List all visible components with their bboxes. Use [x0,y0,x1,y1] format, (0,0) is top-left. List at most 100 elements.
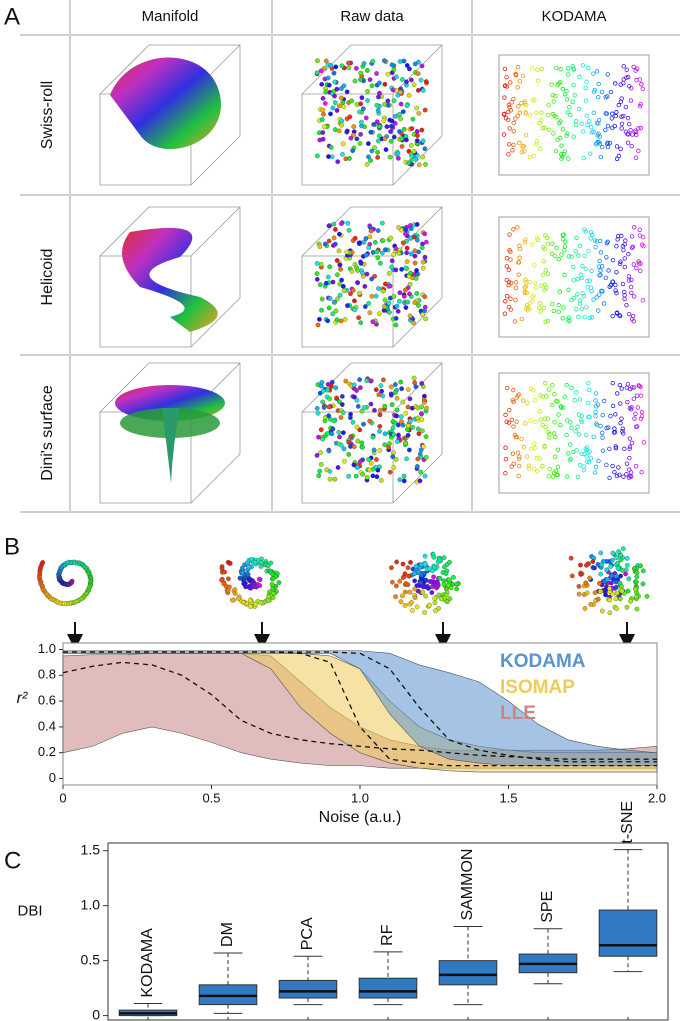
raw-point [376,392,382,397]
raw-point [391,432,396,437]
raw-point [339,122,344,128]
spiral-point [226,576,231,582]
spiral-point [438,596,444,602]
raw-point [401,58,407,64]
embedding-point [604,462,609,468]
embedding-point [590,232,595,237]
embedding-point [624,472,629,477]
raw-point [314,70,320,76]
spiral-point [634,594,639,600]
raw-point [332,79,338,85]
raw-point [320,399,325,405]
spiral-point [413,564,419,569]
raw-point [388,129,393,134]
spiral-point [40,560,46,565]
embedding-point [639,409,645,415]
raw-point [338,318,344,324]
embedding-point [549,251,555,256]
raw-point [414,138,420,144]
raw-point [359,119,364,125]
embedding-point [521,143,526,149]
embedding-point [634,265,639,271]
spiral-point [431,554,437,560]
raw-point [417,478,423,484]
spiral-point [394,583,399,589]
raw-point [360,444,365,450]
column-header: KODAMA [541,8,606,25]
raw-point [400,422,406,428]
embedding-point [574,448,579,453]
spiral-point [592,590,598,596]
embedding-point [577,462,583,468]
x-tick-label: 0 [59,790,66,805]
embedding-point [577,397,583,402]
raw-point [344,128,350,134]
y-tick-label: 0.8 [38,667,56,682]
raw-point [408,251,414,257]
x-tick-label: 1.0 [351,790,369,805]
spiral-point [614,590,620,596]
embedding-point [508,257,513,262]
raw-point [360,273,366,279]
spiral-point [608,564,613,569]
embedding-point [627,473,633,479]
raw-point [326,413,332,419]
raw-point [408,270,413,276]
embedding-point [517,140,522,146]
raw-point [397,129,402,134]
raw-point [314,261,320,266]
raw-point [314,153,320,159]
raw-point [326,305,332,311]
raw-point [421,444,426,449]
embedding-point [597,292,602,297]
spiral-point [617,596,623,602]
raw-point [337,292,343,298]
spiral-point [614,555,619,561]
raw-point [391,66,397,72]
raw-point [405,404,411,410]
box [358,977,418,999]
embedding-point [555,137,560,143]
embedding-point [569,254,574,259]
embedding-point [514,419,519,425]
embedding-point [609,116,615,121]
embedding-point [584,113,589,119]
embedding-point [523,237,528,242]
embedding-point [532,97,537,102]
raw-point [332,299,337,305]
raw-point [324,431,330,437]
raw-point [365,89,370,94]
raw-point [349,269,355,274]
embedding-point [589,268,594,274]
spiral-point [598,571,604,577]
embedding-point [540,272,546,278]
embedding-point [501,132,507,137]
embedding-point [593,413,598,419]
raw-point [366,154,371,160]
spiral-point [445,582,451,588]
embedding-point [613,412,618,417]
embedding-point [515,113,520,119]
embedding-point [558,152,564,157]
embedding-point [576,253,581,258]
spiral-point [616,549,622,554]
raw-point [336,248,342,254]
embedding-point [545,241,551,247]
spiral-point [626,576,632,582]
raw-point [328,383,334,389]
embedding-point [532,263,537,268]
raw-point [331,235,337,241]
embedding-point [629,405,634,410]
raw-point [325,318,330,324]
raw-point [363,236,369,241]
spiral-point [619,588,625,594]
raw-point [318,68,324,74]
embedding-point [571,277,576,283]
embedding-point [624,302,629,308]
raw-point [394,413,399,419]
embedding-point [596,81,601,87]
spiral-point [230,597,235,603]
embedding-point [502,95,507,100]
panel-a-grid [20,0,680,513]
row-header: Swiss-roll [39,81,56,149]
